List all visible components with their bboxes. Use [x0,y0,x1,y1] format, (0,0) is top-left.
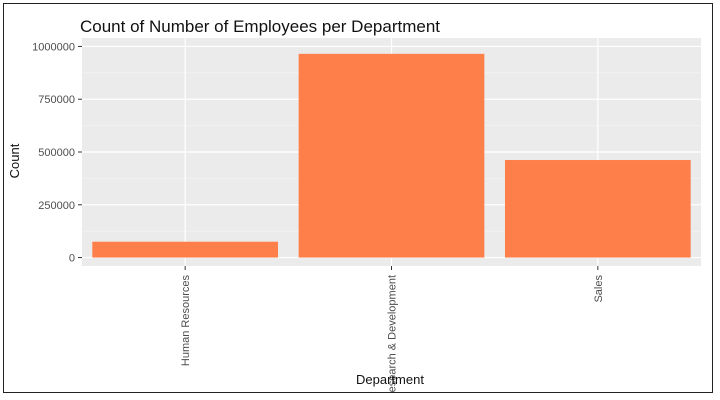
y-tick-label: 750000 [38,94,75,106]
x-tick-label: Human Resources [180,275,192,367]
bar-layer [92,53,691,258]
bar-0 [92,241,279,258]
bar-1 [298,53,485,258]
x-axis-ticks: Human Resources Research & Development Sal… [180,266,605,392]
x-axis-title: Department [356,372,424,387]
bar-chart: Count of Number of Employees per Departm… [7,17,701,392]
y-tick-label: 250000 [38,200,75,212]
chart-title: Count of Number of Employees per Departm… [80,17,440,36]
y-axis-title: Count [7,143,22,178]
chart-frame: Count of Number of Employees per Departm… [3,3,713,393]
y-axis-ticks: 0 250000 500000 750000 1000000 [32,41,82,265]
y-tick-label: 1000000 [32,41,75,53]
bar-2 [504,160,691,258]
x-tick-label: Research & Development [387,275,399,392]
y-tick-label: 500000 [38,147,75,159]
y-tick-label: 0 [69,253,75,265]
x-tick-label: Sales [593,275,605,303]
